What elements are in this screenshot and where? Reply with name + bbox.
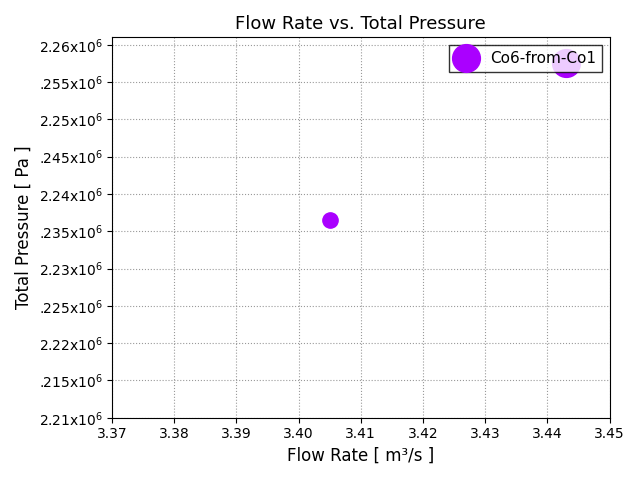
Legend: Co6-from-Co1: Co6-from-Co1 [449,45,602,72]
Title: Flow Rate vs. Total Pressure: Flow Rate vs. Total Pressure [236,15,486,33]
Y-axis label: Total Pressure [ Pa ]: Total Pressure [ Pa ] [15,146,33,309]
X-axis label: Flow Rate [ m³/s ]: Flow Rate [ m³/s ] [287,447,435,465]
